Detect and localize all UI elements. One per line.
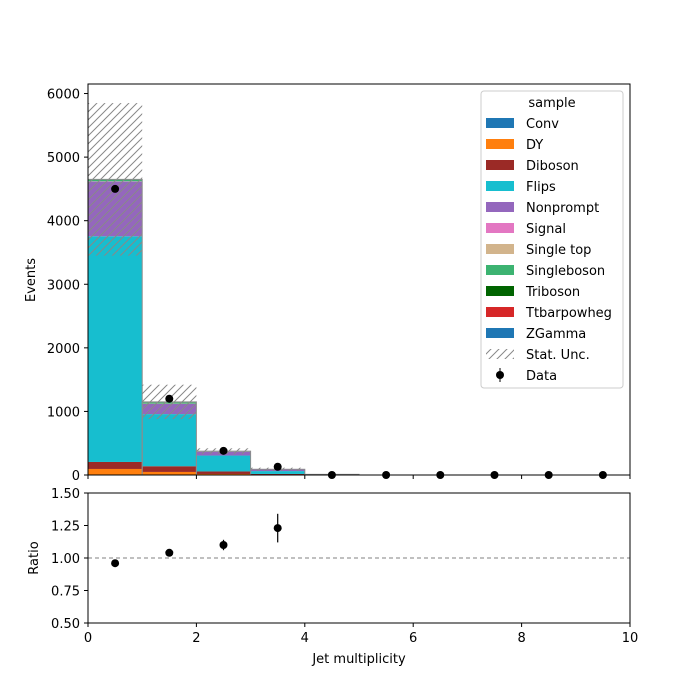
ratio-y-axis-label: Ratio — [27, 541, 42, 574]
bar-dy-bin-0 — [88, 468, 143, 475]
data-point-1 — [165, 394, 174, 403]
bar-diboson-bin-0 — [88, 461, 143, 469]
main-y-tick-label-6: 6000 — [47, 88, 80, 103]
main-plot-frame — [87, 83, 631, 476]
legend-label-nonprompt: Nonprompt — [526, 201, 599, 216]
legend: sample Conv DY Diboson Flips Nonprompt Signal… — [480, 90, 624, 389]
data-point-3 — [273, 462, 282, 471]
main-y-tick-label-4: 4000 — [47, 215, 80, 230]
legend-swatch-singleboson — [486, 265, 514, 275]
legend-title: sample — [528, 96, 575, 111]
legend-swatch-stat-unc- — [486, 349, 514, 359]
ratio-y-tick-label-3: 1.25 — [51, 520, 80, 535]
x-tick-label-5: 10 — [622, 631, 639, 646]
ratio-point-2 — [219, 541, 228, 549]
bar-flips-bin-1 — [142, 414, 197, 467]
legend-label-single-top: Single top — [526, 243, 591, 258]
main-y-tick-label-3: 3000 — [47, 278, 80, 293]
legend-marker-data — [496, 371, 504, 379]
x-axis-label: Jet multiplicity — [311, 652, 406, 667]
main-y-tick-label-0: 0 — [72, 469, 80, 484]
legend-label-conv: Conv — [526, 117, 559, 132]
legend-label-data: Data — [526, 369, 557, 384]
legend-label-diboson: Diboson — [526, 159, 579, 174]
ratio-y-axis-ticks: 0.50 0.75 1.00 1.25 1.50 — [51, 487, 88, 632]
bar-flips-bin-2 — [196, 455, 251, 472]
legend-frame — [480, 90, 624, 389]
data-point-2 — [219, 446, 228, 455]
x-tick-label-4: 8 — [517, 631, 525, 646]
legend-swatch-conv — [486, 118, 514, 128]
main-y-tick-label-5: 5000 — [47, 151, 80, 166]
main-x-axis-ticks — [87, 475, 631, 479]
bar-diboson-bin-1 — [142, 466, 197, 472]
legend-swatch-zgamma — [486, 328, 514, 338]
legend-swatch-nonprompt — [486, 202, 514, 212]
legend-swatch-signal — [486, 223, 514, 233]
legend-label-flips: Flips — [526, 180, 556, 195]
ratio-x-axis-ticks: 0 2 4 6 8 10 — [84, 623, 638, 646]
legend-label-dy: DY — [526, 138, 543, 153]
bar-diboson-bin-2 — [196, 471, 251, 474]
ratio-y-tick-label-1: 0.75 — [51, 585, 80, 600]
legend-label-stat-unc-: Stat. Unc. — [526, 348, 590, 363]
ratio-y-tick-label-2: 1.00 — [51, 552, 80, 567]
x-tick-label-2: 4 — [301, 631, 309, 646]
ratio-points — [111, 513, 282, 568]
legend-swatch-single-top — [486, 244, 514, 254]
data-point-0 — [111, 184, 120, 193]
legend-label-ttbarpowheg: Ttbarpowheg — [525, 306, 612, 321]
legend-label-triboson: Triboson — [525, 285, 580, 300]
main-y-axis-ticks: 0 1000 2000 3000 4000 5000 6000 — [47, 88, 88, 484]
legend-swatch-diboson — [486, 160, 514, 170]
bar-dy-bin-2 — [196, 473, 251, 475]
x-tick-label-3: 6 — [409, 631, 417, 646]
legend-label-signal: Signal — [526, 222, 566, 237]
bar-diboson-bin-3 — [250, 473, 305, 475]
bar-dy-bin-1 — [142, 471, 197, 475]
legend-label-zgamma: ZGamma — [526, 327, 586, 342]
main-y-tick-label-2: 2000 — [47, 342, 80, 357]
x-tick-label-0: 0 — [84, 631, 92, 646]
legend-swatch-ttbarpowheg — [486, 307, 514, 317]
legend-label-singleboson: Singleboson — [526, 264, 605, 279]
ratio-point-3 — [273, 524, 282, 533]
ratio-point-0 — [111, 559, 120, 568]
legend-swatch-triboson — [486, 286, 514, 296]
bar-flips-bin-0 — [88, 236, 143, 462]
ratio-y-tick-label-0: 0.50 — [51, 617, 80, 632]
ratio-point-1 — [165, 548, 174, 557]
legend-swatch-flips — [486, 181, 514, 191]
ratio-plot-frame — [87, 492, 631, 624]
main-y-axis-label: Events — [24, 258, 39, 302]
ratio-y-tick-label-4: 1.50 — [51, 487, 80, 502]
main-y-tick-label-1: 1000 — [47, 405, 80, 420]
legend-swatch-dy — [486, 139, 514, 149]
bar-flips-bin-3 — [250, 471, 305, 474]
x-tick-label-1: 2 — [192, 631, 200, 646]
